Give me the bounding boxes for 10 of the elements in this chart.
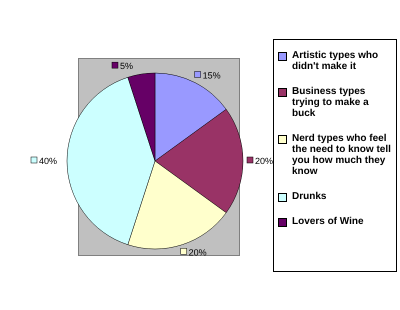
data-label: 5% xyxy=(120,61,133,72)
legend-label: Drunks xyxy=(292,190,326,202)
legend-label: Lovers of Wine xyxy=(292,216,364,226)
legend-label: Nerd types who feel the need to know tell you how much they know xyxy=(292,132,392,176)
data-label: 20% xyxy=(188,247,207,258)
data-label: 20% xyxy=(255,156,274,166)
data-label: 15% xyxy=(202,70,221,80)
data-label: 40% xyxy=(39,156,58,166)
legend-label: Business types trying to make a buck xyxy=(292,86,370,118)
legend-label: Artistic types who didn't make it xyxy=(292,50,380,72)
